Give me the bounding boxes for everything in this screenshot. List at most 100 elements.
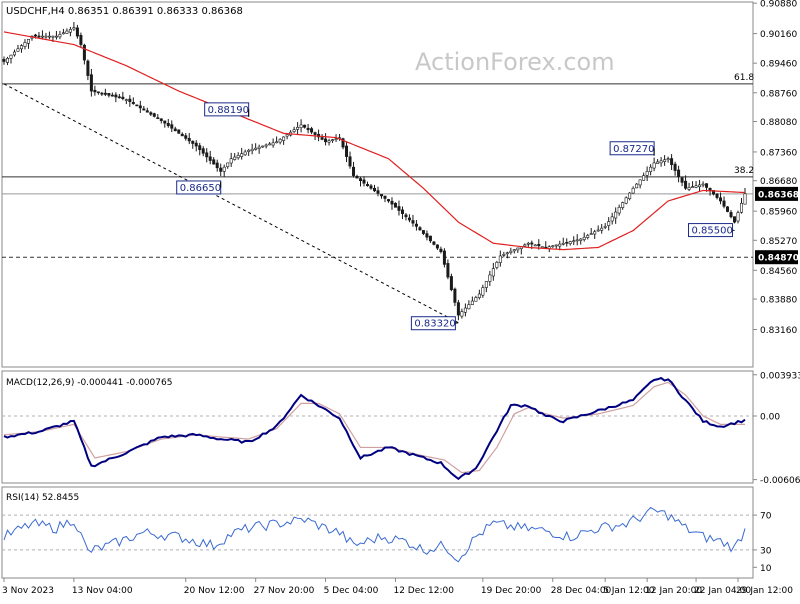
candle-body [149,112,153,115]
candle-body [205,152,209,158]
candle-body [23,42,27,47]
candle-body [449,276,453,291]
price-y-tick-label: 0.87360 [760,148,797,158]
candle-body [596,229,600,232]
price-y-tick-label: 0.90880 [760,0,797,10]
candle-body [261,145,265,148]
candle-body [701,183,705,186]
candle-body [621,202,625,208]
candle-body [516,247,520,251]
candle-body [733,216,737,223]
price-annotation-label: 0.87270 [613,144,654,155]
candle-body [456,302,460,316]
candle-body [142,108,146,111]
rsi-line [3,506,746,563]
candle-body [512,249,516,252]
candle-body [345,145,349,157]
candle-body [121,96,125,99]
x-tick-label: 3 Nov 2023 [2,586,54,596]
candle-body [352,166,356,176]
price-y-tick-label: 0.83160 [760,326,797,336]
candle-body [247,149,251,152]
candle-body [296,127,300,130]
candle-body [666,158,670,161]
candle-body [719,197,723,202]
candle-body [366,184,370,187]
candle-body [128,98,132,102]
panel-frames [1,1,754,579]
candle-body [68,29,72,33]
candle-body [740,202,744,213]
candle-body [649,166,653,172]
price-tag-label: 0.86368 [758,190,799,200]
candle-body [642,175,646,181]
price-annotation-label: 0.83320 [414,319,455,330]
price-annotation-label: 0.88190 [208,105,249,116]
candle-body [236,155,240,159]
candle-body [257,146,261,149]
candle-body [484,281,488,288]
candle-body [219,167,223,172]
candle-body [96,91,100,94]
candle-body [435,244,439,249]
x-tick-label: 13 Nov 04:00 [72,586,133,596]
candle-body [628,192,632,200]
candle-body [51,35,55,38]
candle-body [327,140,331,143]
price-panel-frame [1,1,754,368]
candle-body [331,139,335,141]
candle-body [369,185,373,189]
candle-body [107,93,111,96]
candle-body [82,44,86,61]
candle-body [407,217,411,221]
candle-body [201,148,205,154]
macd-y-tick-label: -0.006068 [760,476,800,486]
candle-body [698,184,702,188]
candle-body [26,38,30,44]
candle-body [400,209,404,214]
candle-body [54,35,58,38]
candle-body [341,138,345,148]
candle-body [467,304,471,310]
candle-body [551,245,555,248]
candle-body [411,220,415,224]
candle-body [635,183,639,189]
candle-body [359,178,363,181]
candle-body [313,132,317,135]
candle-body [19,45,23,50]
candle-body [617,207,621,214]
candle-body [729,212,733,218]
candle-body [135,104,139,107]
trendline [3,83,459,324]
candle-body [425,233,429,238]
candle-body [575,239,579,242]
candle-body [275,141,279,144]
candle-body [208,156,212,161]
rsi-panel: RSI(14) 52.8455 70 30 10 [2,493,772,574]
candle-body [5,58,9,63]
candle-body [659,160,663,164]
candle-body [505,252,509,255]
candle-body [75,27,79,37]
candle-body [477,293,481,298]
candle-body [652,162,656,169]
candle-body [124,99,128,101]
macd-y-tick-label: 0.003933 [760,371,800,381]
candle-body [103,92,107,95]
candle-body [215,162,219,169]
candle-body [460,311,464,317]
price-panel: 0.90880 0.90160 0.89460 0.88760 0.88080 0.873… [2,0,799,336]
fib-level-label: 61.8 [734,73,754,83]
candle-body [691,186,695,188]
candle-body [442,250,446,265]
candle-body [579,238,583,241]
candle-body [495,261,499,268]
candle-body [198,145,202,150]
candle-body [166,123,170,127]
candle-body [100,92,104,95]
candle-body [9,54,13,59]
time-axis: 3 Nov 2023 13 Nov 04:00 20 Nov 12:00 27 Nov… [2,578,793,596]
candle-body [386,199,390,202]
candle-body [673,163,677,171]
